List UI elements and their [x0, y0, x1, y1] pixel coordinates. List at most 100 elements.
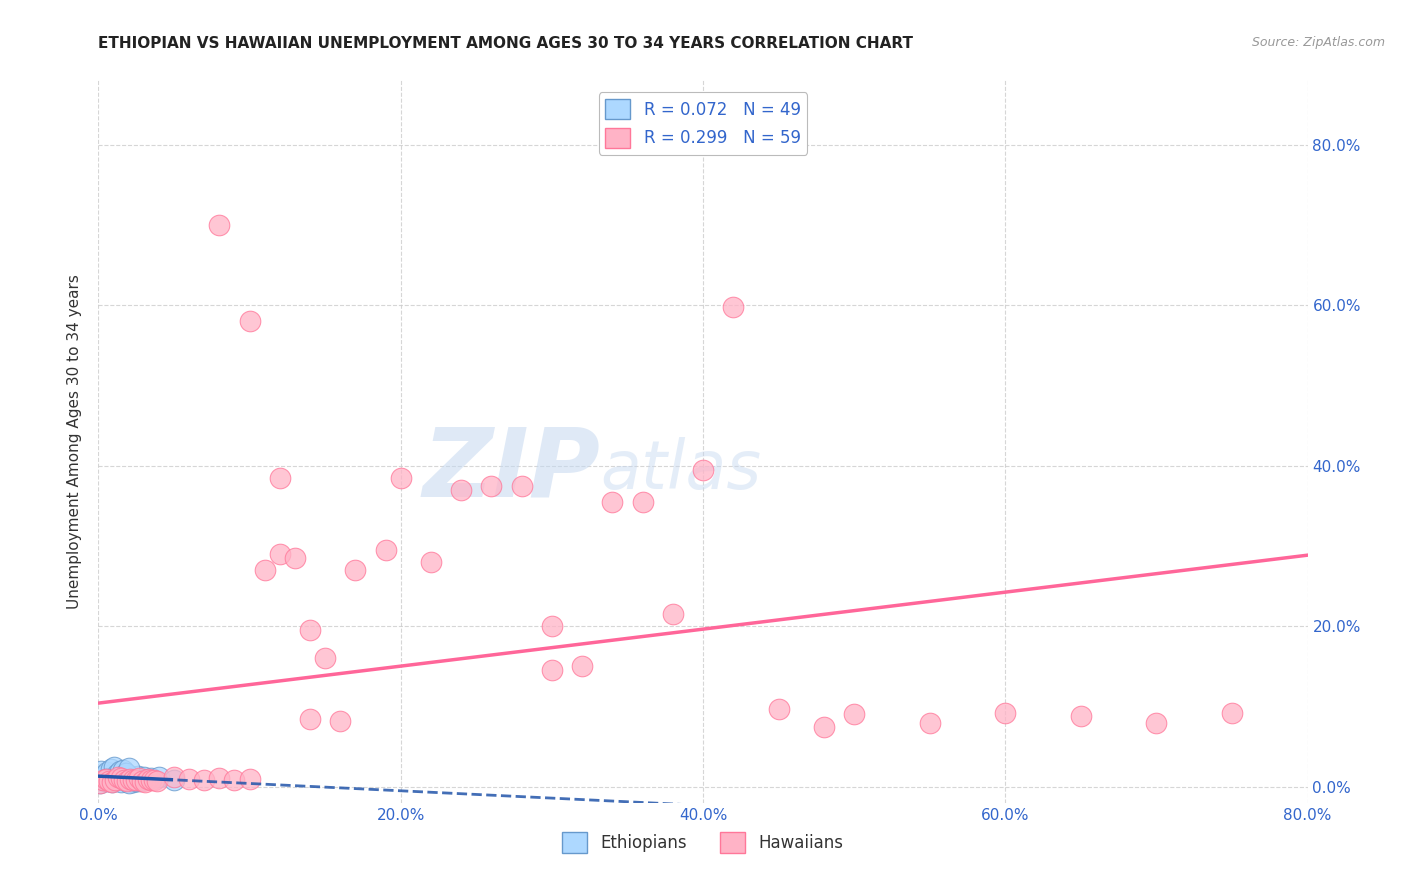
Point [143, 773, 166, 788]
Point [481, 478, 503, 492]
Point [125, 773, 148, 788]
Point [96, 765, 118, 780]
Point [1144, 715, 1167, 730]
Point [723, 300, 745, 314]
Point [105, 773, 128, 788]
Point [269, 470, 291, 484]
Point [91, 773, 114, 788]
Point [299, 623, 322, 637]
Point [120, 772, 142, 786]
Point [179, 772, 201, 786]
Point [374, 542, 396, 557]
Point [108, 764, 131, 779]
Point [90, 764, 112, 778]
Point [420, 555, 443, 569]
Point [208, 218, 231, 232]
Point [118, 772, 141, 786]
Point [284, 551, 307, 566]
Point [239, 314, 262, 328]
Point [136, 772, 159, 786]
Point [163, 770, 186, 784]
Point [94, 772, 117, 786]
Point [112, 769, 135, 783]
Point [94, 767, 117, 781]
Point [269, 547, 291, 561]
Point [510, 478, 533, 492]
Point [148, 770, 170, 784]
Point [344, 563, 367, 577]
Point [124, 772, 146, 787]
Point [112, 773, 135, 788]
Point [314, 651, 336, 665]
Point [631, 494, 654, 508]
Point [299, 712, 322, 726]
Point [918, 715, 941, 730]
Point [101, 775, 124, 789]
Point [692, 462, 714, 476]
Point [120, 773, 142, 788]
Point [224, 773, 246, 788]
Point [208, 771, 231, 785]
Point [121, 770, 143, 784]
Point [125, 774, 148, 789]
Point [129, 772, 152, 786]
Point [450, 483, 472, 497]
Point [104, 768, 127, 782]
Point [661, 607, 683, 621]
Point [111, 771, 134, 785]
Point [540, 664, 562, 678]
Point [128, 771, 150, 785]
Point [100, 762, 122, 776]
Point [1220, 706, 1243, 720]
Point [125, 771, 148, 785]
Point [122, 772, 145, 787]
Point [89, 776, 111, 790]
Point [115, 774, 138, 789]
Point [103, 769, 125, 783]
Point [122, 775, 145, 789]
Point [571, 659, 593, 673]
Point [131, 773, 153, 788]
Point [107, 772, 129, 786]
Point [844, 707, 866, 722]
Point [96, 774, 118, 789]
Point [141, 772, 163, 787]
Point [132, 772, 155, 787]
Point [110, 772, 132, 787]
Point [94, 772, 117, 786]
Point [101, 775, 124, 789]
Point [134, 775, 156, 789]
Point [108, 770, 131, 784]
Point [103, 773, 125, 788]
Point [110, 775, 132, 789]
Text: ETHIOPIAN VS HAWAIIAN UNEMPLOYMENT AMONG AGES 30 TO 34 YEARS CORRELATION CHART: ETHIOPIAN VS HAWAIIAN UNEMPLOYMENT AMONG… [98, 36, 914, 51]
Text: atlas: atlas [600, 437, 761, 503]
Point [105, 767, 128, 781]
Point [107, 770, 129, 784]
Point [98, 772, 121, 787]
Point [239, 772, 262, 786]
Point [813, 719, 835, 733]
Point [128, 774, 150, 789]
Point [103, 760, 125, 774]
Point [141, 771, 163, 785]
Point [115, 767, 138, 781]
Point [1070, 709, 1092, 723]
Legend: Ethiopians, Hawaiians: Ethiopians, Hawaiians [555, 826, 851, 860]
Point [111, 763, 134, 777]
Point [540, 619, 562, 633]
Point [118, 776, 141, 790]
Point [132, 770, 155, 784]
Point [163, 773, 186, 788]
Point [93, 767, 115, 781]
Point [253, 563, 276, 577]
Point [146, 774, 169, 789]
Point [90, 772, 112, 786]
Point [127, 769, 149, 783]
Text: Source: ZipAtlas.com: Source: ZipAtlas.com [1251, 36, 1385, 49]
Point [329, 714, 352, 728]
Point [100, 771, 122, 785]
Point [602, 494, 624, 508]
Point [93, 770, 115, 784]
Point [131, 774, 153, 789]
